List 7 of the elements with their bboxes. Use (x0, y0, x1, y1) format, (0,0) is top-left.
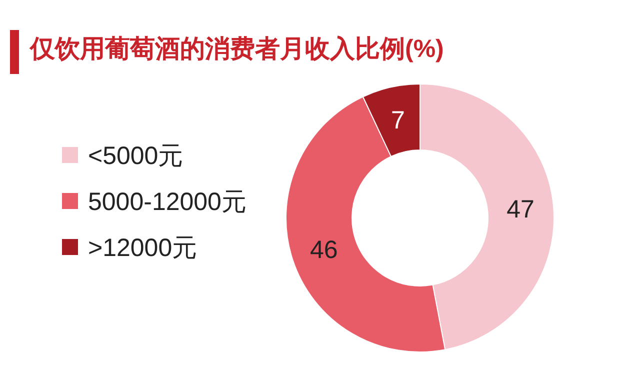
legend-label: <5000元 (88, 142, 184, 170)
data-label: 46 (310, 236, 338, 264)
data-label: 7 (391, 106, 405, 134)
legend-label: 5000-12000元 (88, 188, 246, 216)
chart-title: 仅饮用葡萄酒的消费者月收入比例(%) (29, 35, 444, 63)
legend-label: >12000元 (88, 234, 198, 262)
data-label: 47 (506, 195, 534, 224)
